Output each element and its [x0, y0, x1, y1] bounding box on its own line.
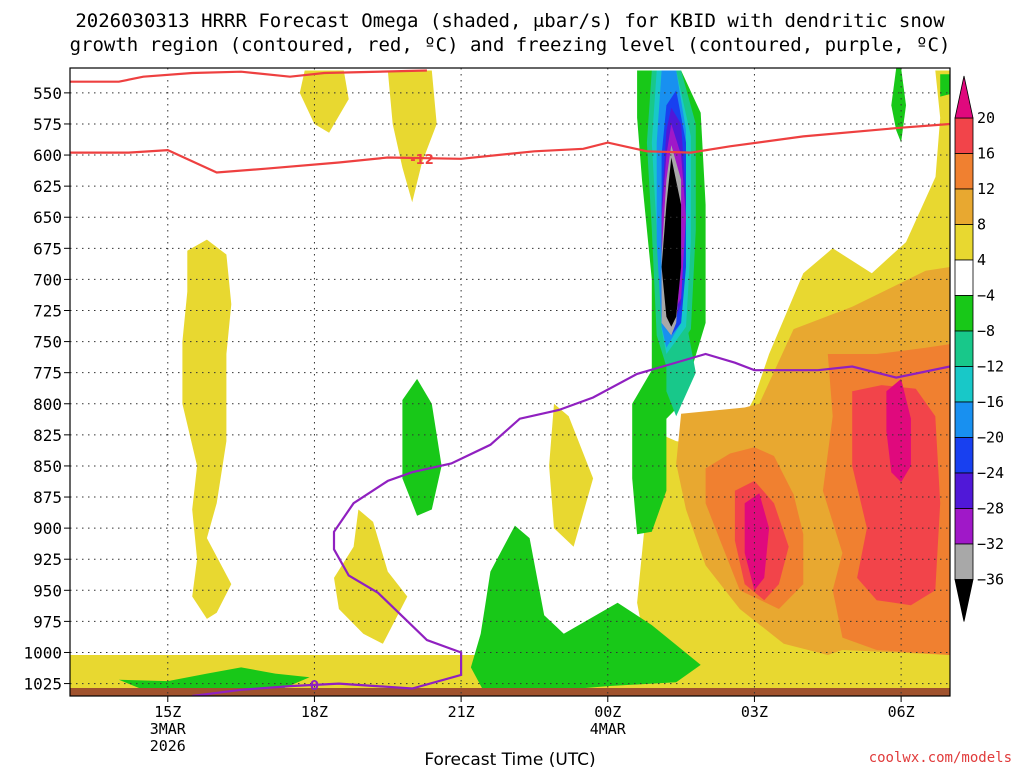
colorbar-seg-w-m32-m28 — [954, 508, 974, 545]
ytick-label-775: 775 — [33, 364, 62, 383]
ytick-label-950: 950 — [33, 581, 62, 600]
colorbar-top-arrow — [954, 75, 974, 119]
omega-region-w-m8-m4-20 — [891, 68, 906, 143]
colorbar-label-3: 8 — [977, 216, 986, 234]
omega-region-w-m8-m4-17 — [118, 667, 310, 693]
xtick-label-21Z: 21Z — [448, 703, 475, 721]
xtick-date-00Z: 4MAR — [590, 720, 627, 738]
ytick-label-750: 750 — [33, 333, 62, 352]
dgz-contour-label: -12 — [410, 153, 434, 168]
y-axis-ticks: 550 575 600 625 650 675 700 725 750 775 800 825 850 8… — [23, 84, 70, 694]
ytick-label-900: 900 — [33, 519, 62, 538]
colorbar-label-4: 4 — [977, 251, 986, 269]
ytick-label-800: 800 — [33, 395, 62, 414]
omega-region-w-4-8-1 — [182, 239, 232, 619]
colorbar-label-7: −12 — [977, 358, 1004, 376]
xtick-label-06Z: 06Z — [888, 703, 915, 721]
ytick-label-825: 825 — [33, 426, 62, 445]
colorbar-seg-w-m24-m20 — [954, 437, 974, 474]
colorbar-seg-w-8-12 — [954, 188, 974, 225]
colorbar-seg-w-16-20 — [954, 117, 974, 154]
ytick-label-575: 575 — [33, 115, 62, 134]
colorbar-label-0: 20 — [977, 109, 995, 127]
colorbar-seg-w-m36-m32 — [954, 543, 974, 580]
xtick-label-03Z: 03Z — [741, 703, 768, 721]
colorbar-seg-w-m16-m12 — [954, 366, 974, 403]
dgz-contour-lower — [70, 122, 950, 174]
omega-region-w-16-20-12 — [852, 385, 941, 606]
colorbar-label-5: −4 — [977, 287, 995, 305]
colorbar-label-8: −16 — [977, 393, 1004, 411]
xtick-year-15Z: 2026 — [150, 737, 186, 755]
colorbar-seg-w-4-8 — [954, 224, 974, 261]
contour-line-layer: -12 0 — [70, 69, 950, 696]
xtick-label-15Z: 15Z — [154, 703, 181, 721]
ytick-label-1000: 1000 — [23, 643, 62, 662]
ytick-label-850: 850 — [33, 457, 62, 476]
ytick-label-650: 650 — [33, 208, 62, 227]
ytick-label-625: 625 — [33, 177, 62, 196]
xtick-date-15Z: 3MAR — [150, 720, 187, 738]
ytick-label-975: 975 — [33, 612, 62, 631]
omega-region-w-4-8-4 — [334, 509, 408, 644]
xtick-label-00Z: 00Z — [594, 703, 621, 721]
x-axis-label: Forecast Time (UTC) — [424, 750, 595, 768]
chart-title-line1: 2026030313 HRRR Forecast Omega (shaded, … — [75, 10, 945, 32]
omega-region-w-lt-m36-29 — [661, 157, 682, 327]
colorbar-label-13: −36 — [977, 571, 1004, 589]
colorbar-bottom-arrow — [954, 579, 974, 622]
ytick-label-725: 725 — [33, 301, 62, 320]
omega-region-w-gt20-13 — [744, 493, 770, 591]
ytick-label-875: 875 — [33, 488, 62, 507]
colorbar-seg-w-m8-m4 — [954, 295, 974, 332]
colorbar-label-12: −32 — [977, 535, 1004, 553]
omega-region-w-4-8-2 — [299, 70, 349, 133]
colorbar-seg-w-m20-m16 — [954, 401, 974, 438]
omega-region-w-m8-m4-19 — [940, 74, 950, 97]
grid-layer — [70, 68, 950, 696]
colorbar-label-11: −28 — [977, 500, 1004, 518]
colorbar-seg-w-12-16 — [954, 153, 974, 190]
ytick-label-675: 675 — [33, 239, 62, 258]
omega-region-w-gt20-14 — [886, 378, 911, 483]
colorbar-label-2: 12 — [977, 180, 995, 198]
ytick-label-550: 550 — [33, 84, 62, 103]
colorbar-seg-w-m12-m8 — [954, 330, 974, 367]
colorbar-label-10: −24 — [977, 464, 1004, 482]
plot-frame — [69, 67, 951, 697]
ground-surface — [70, 688, 950, 696]
colorbar-label-1: 16 — [977, 145, 995, 163]
ytick-label-1025: 1025 — [23, 675, 62, 694]
freezing-contour-label: 0 — [310, 679, 319, 694]
omega-region-w-m8-m4-16 — [470, 525, 701, 695]
omega-region-w-m8-m4-15 — [402, 378, 442, 516]
colorbar-seg-w-m28-m24 — [954, 472, 974, 509]
omega-shading-layer — [70, 68, 950, 696]
colorbar: 20 16 12 8 4 −4 −8 −12 −16 −20 −24 −28 −32 −36 — [954, 75, 1004, 622]
chart-title-line2: growth region (contoured, red, ºC) and f… — [70, 34, 951, 56]
ytick-label-700: 700 — [33, 270, 62, 289]
omega-region-w-4-8-5 — [549, 403, 594, 547]
ytick-label-600: 600 — [33, 146, 62, 165]
colorbar-label-6: −8 — [977, 322, 995, 340]
omega-region-w-4-8-3 — [387, 70, 437, 203]
dgz-contour-upper — [70, 69, 427, 83]
freezing-level-contour — [192, 352, 950, 696]
colorbar-label-9: −20 — [977, 429, 1004, 447]
ytick-label-925: 925 — [33, 550, 62, 569]
credit-text: coolwx.com/models — [869, 750, 1012, 766]
colorbar-seg-w-m4-4 — [954, 259, 974, 296]
xtick-label-18Z: 18Z — [301, 703, 328, 721]
